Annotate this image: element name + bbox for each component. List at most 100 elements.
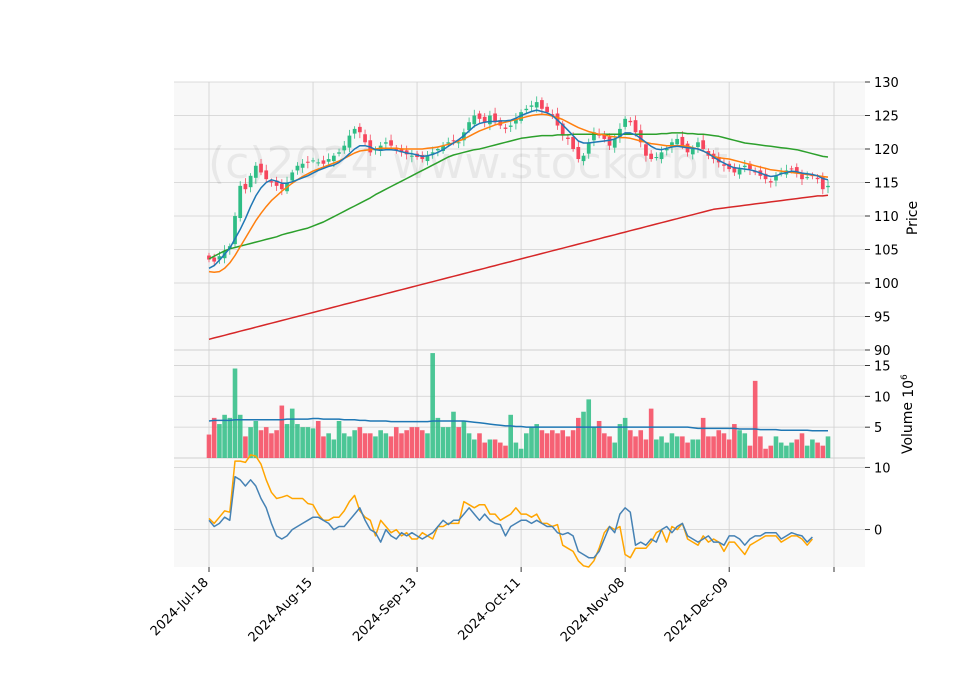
- candle-body: [352, 128, 357, 134]
- volume-bar: [341, 433, 347, 458]
- volume-bar: [451, 411, 456, 458]
- volume-bar: [721, 433, 727, 458]
- volume-bar: [393, 427, 399, 458]
- candle-body: [331, 155, 336, 162]
- candle-body: [441, 145, 445, 152]
- candle-body: [493, 113, 497, 123]
- candle-body: [820, 177, 825, 190]
- candle-body: [794, 167, 799, 173]
- volume-bar: [409, 427, 415, 458]
- candle-body: [488, 115, 492, 125]
- candle-body: [357, 126, 362, 133]
- volume-bar: [794, 439, 800, 458]
- candle-body: [722, 164, 726, 166]
- price-tick-label: 130: [874, 76, 899, 91]
- candle-body: [300, 163, 305, 168]
- volume-bar: [560, 430, 566, 458]
- oscillator-tick-label: 10: [874, 461, 891, 476]
- volume-bar: [206, 434, 212, 458]
- candle-body: [763, 173, 768, 180]
- candle-body: [592, 132, 596, 141]
- candle-body: [659, 152, 664, 160]
- candle-body: [529, 105, 534, 107]
- candlesticks: [207, 96, 830, 266]
- price-axis-label: Price: [905, 201, 921, 235]
- candle-body: [436, 149, 440, 151]
- volume-bar: [648, 408, 654, 458]
- volume-bar: [550, 430, 555, 458]
- volume-ma-line: [208, 417, 828, 432]
- price-tick-label: 90: [874, 344, 891, 359]
- candle-body: [316, 162, 321, 164]
- volume-bar: [732, 424, 737, 458]
- candle-body: [259, 163, 263, 173]
- candle-body: [581, 155, 586, 162]
- candle-body: [519, 112, 523, 121]
- candle-body: [430, 152, 435, 154]
- oscillator-line: [208, 475, 813, 559]
- volume-bar: [295, 424, 300, 458]
- volume-bar: [529, 427, 534, 458]
- price-tick-label: 100: [874, 277, 899, 292]
- candle-body: [482, 116, 487, 123]
- candle-body: [342, 145, 347, 151]
- volume-bar: [253, 420, 259, 458]
- candle-body: [508, 125, 513, 127]
- volume-bar: [674, 436, 680, 458]
- candle-body: [217, 256, 222, 260]
- volume-bar: [352, 430, 357, 458]
- volume-bar: [612, 442, 618, 458]
- candle-body: [472, 115, 477, 125]
- volume-bar: [570, 430, 576, 458]
- volume-bar: [633, 436, 638, 458]
- volume-bar: [778, 442, 784, 458]
- candle-body: [347, 135, 352, 148]
- candle-body: [566, 137, 570, 139]
- candle-body: [326, 159, 331, 162]
- candle-body: [540, 100, 544, 109]
- volume-bar: [289, 408, 295, 458]
- volume-bar: [347, 436, 352, 458]
- candle-body: [696, 142, 700, 147]
- candle-body: [524, 108, 529, 111]
- candle-body: [363, 134, 367, 143]
- candle-body: [690, 149, 695, 155]
- candle-body: [446, 142, 451, 144]
- volume-bar: [227, 417, 233, 458]
- candle-body: [654, 157, 659, 159]
- volume-bar: [742, 433, 748, 458]
- candle-body: [321, 160, 326, 164]
- candle-body: [805, 177, 810, 179]
- volume-bar: [430, 353, 435, 458]
- candle-body: [274, 180, 279, 186]
- volume-bar: [763, 448, 768, 458]
- volume-bar: [508, 414, 513, 458]
- volume-bar: [518, 448, 524, 458]
- volume-bar: [373, 436, 378, 458]
- price-tick-label: 125: [874, 110, 899, 125]
- ma-mid-line: [208, 113, 829, 274]
- volume-bar: [445, 427, 451, 458]
- candle-body: [305, 161, 310, 163]
- candle-body: [383, 142, 388, 144]
- volume-bar: [248, 427, 253, 458]
- volume-bar: [414, 427, 420, 458]
- candle-body: [732, 167, 737, 173]
- candle-body: [748, 163, 752, 170]
- volume-bar: [586, 399, 592, 458]
- volume-bar: [477, 433, 482, 458]
- candle-body: [649, 153, 654, 160]
- volume-bars: [206, 353, 831, 458]
- candle-body: [815, 177, 820, 180]
- volume-bar: [690, 439, 696, 458]
- volume-bar: [768, 445, 774, 458]
- volume-bar: [804, 445, 810, 458]
- candle-body: [467, 122, 471, 131]
- candle-body: [664, 149, 669, 151]
- volume-tick-label: 15: [874, 359, 891, 374]
- candle-body: [534, 102, 539, 108]
- volume-bar: [607, 436, 612, 458]
- candle-body: [399, 148, 404, 153]
- candle-body: [628, 120, 633, 123]
- volume-bar: [321, 436, 326, 458]
